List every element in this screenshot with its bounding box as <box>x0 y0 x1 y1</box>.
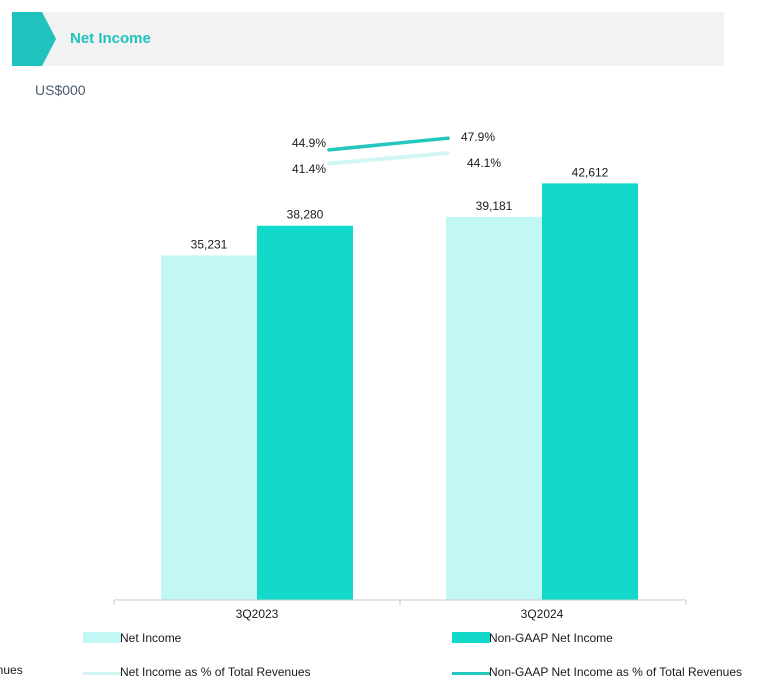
axis-layer: 3Q2023 3Q2024 <box>113 599 687 621</box>
lines-layer <box>327 136 450 166</box>
line-net-income-pct <box>327 151 450 166</box>
chevron-marker-icon <box>12 12 56 66</box>
section-header: Net Income <box>12 12 724 66</box>
legend-label-non-gaap-pct: Non-GAAP Net Income as % of Total Revenu… <box>489 665 743 679</box>
legend-label-non-gaap: Non-GAAP Net Income <box>489 631 613 645</box>
legend-swatch-non-gaap-pct <box>452 672 490 675</box>
x-tick-label-3Q2024: 3Q2024 <box>521 607 564 621</box>
page-title: Net Income <box>70 30 151 47</box>
pct-value-label: 41.4% <box>292 162 326 176</box>
bar-non-gaap-3Q2023 <box>257 225 353 600</box>
bar-net-income-3Q2023 <box>161 255 257 600</box>
bar-value-label: 38,280 <box>287 208 324 222</box>
bar-value-label: 39,181 <box>476 199 513 213</box>
legend-label-net-income-pct: Net Income as % of Total Revenues <box>120 665 311 679</box>
x-tick-label-3Q2023: 3Q2023 <box>236 607 279 621</box>
bar-net-income-3Q2024 <box>446 216 542 600</box>
pct-value-label: 44.1% <box>467 156 501 170</box>
legend-swatch-non-gaap <box>452 632 490 643</box>
cropped-legend-text: enues <box>0 663 23 677</box>
legend-label-net-income: Net Income <box>120 631 182 645</box>
bar-value-label: 35,231 <box>191 238 228 252</box>
legend-swatch-net-income-pct <box>83 672 121 675</box>
bar-value-label: 42,612 <box>572 165 609 179</box>
line-non-gaap-pct <box>327 136 450 152</box>
labels-layer: 35,231 39,181 38,280 42,612 41.4% 44.1% 44.9% 4… <box>191 130 609 252</box>
pct-value-label: 47.9% <box>461 130 495 144</box>
pct-value-label: 44.9% <box>292 136 326 150</box>
bar-non-gaap-3Q2024 <box>542 183 638 600</box>
bars-layer <box>161 183 638 600</box>
unit-label: US$000 <box>35 82 86 98</box>
legend-swatch-net-income <box>83 632 121 643</box>
